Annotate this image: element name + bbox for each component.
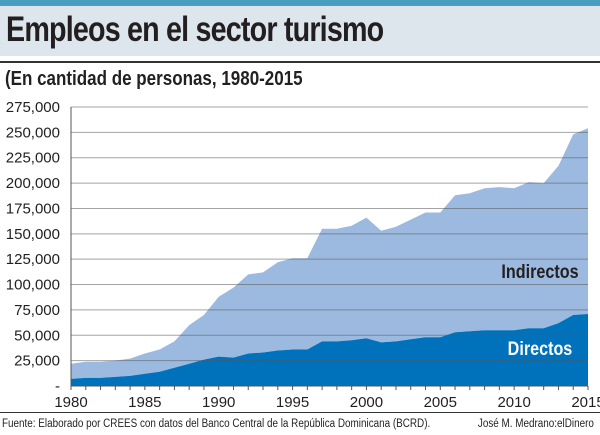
y-tick-label: 250,000	[6, 124, 60, 141]
x-axis-labels: 1980 1985 1990 1995 2000 2005 2010 2015	[54, 394, 600, 411]
x-tick-label: 1980	[54, 394, 87, 411]
series-label-directos: Directos	[508, 338, 573, 360]
areas	[71, 128, 588, 386]
chart-title: Empleos en el sector turismo	[6, 10, 384, 49]
divider	[0, 61, 600, 63]
x-tick-label: 2000	[350, 394, 383, 411]
source-note: Fuente: Elaborado por CREES con datos de…	[2, 418, 431, 430]
x-tick-label: 2005	[424, 394, 457, 411]
area-indirectos	[71, 128, 588, 379]
x-tick-label: 1985	[128, 394, 161, 411]
series-label-indirectos: Indirectos	[501, 261, 578, 283]
y-tick-label: 200,000	[6, 175, 60, 192]
x-tick-label: 1995	[276, 394, 309, 411]
y-tick-label: 100,000	[6, 277, 60, 294]
y-tick-label: -	[55, 378, 60, 395]
top-accent-bar	[0, 0, 600, 6]
y-axis-labels: - 25,000 50,000 75,000 100,000 125,000 150,000…	[6, 99, 60, 395]
title-banner	[0, 6, 600, 56]
y-tick-label: 75,000	[14, 302, 60, 319]
x-tick-label: 2015	[571, 394, 600, 411]
y-tick-label: 125,000	[6, 251, 60, 268]
area-directos	[71, 314, 588, 386]
y-tick-label: 25,000	[14, 353, 60, 370]
y-tick-label: 150,000	[6, 226, 60, 243]
y-tick-label: 50,000	[14, 327, 60, 344]
x-tick-label: 1990	[202, 394, 235, 411]
y-tick-label: 225,000	[6, 150, 60, 167]
divider	[0, 412, 600, 413]
chart-subtitle: (En cantidad de personas, 1980-2015	[5, 68, 303, 90]
gridlines	[70, 106, 589, 390]
y-tick-label: 175,000	[6, 200, 60, 217]
x-tick-label: 2010	[497, 394, 530, 411]
y-tick-label: 275,000	[6, 99, 60, 116]
credit: José M. Medrano:elDinero	[478, 418, 594, 430]
